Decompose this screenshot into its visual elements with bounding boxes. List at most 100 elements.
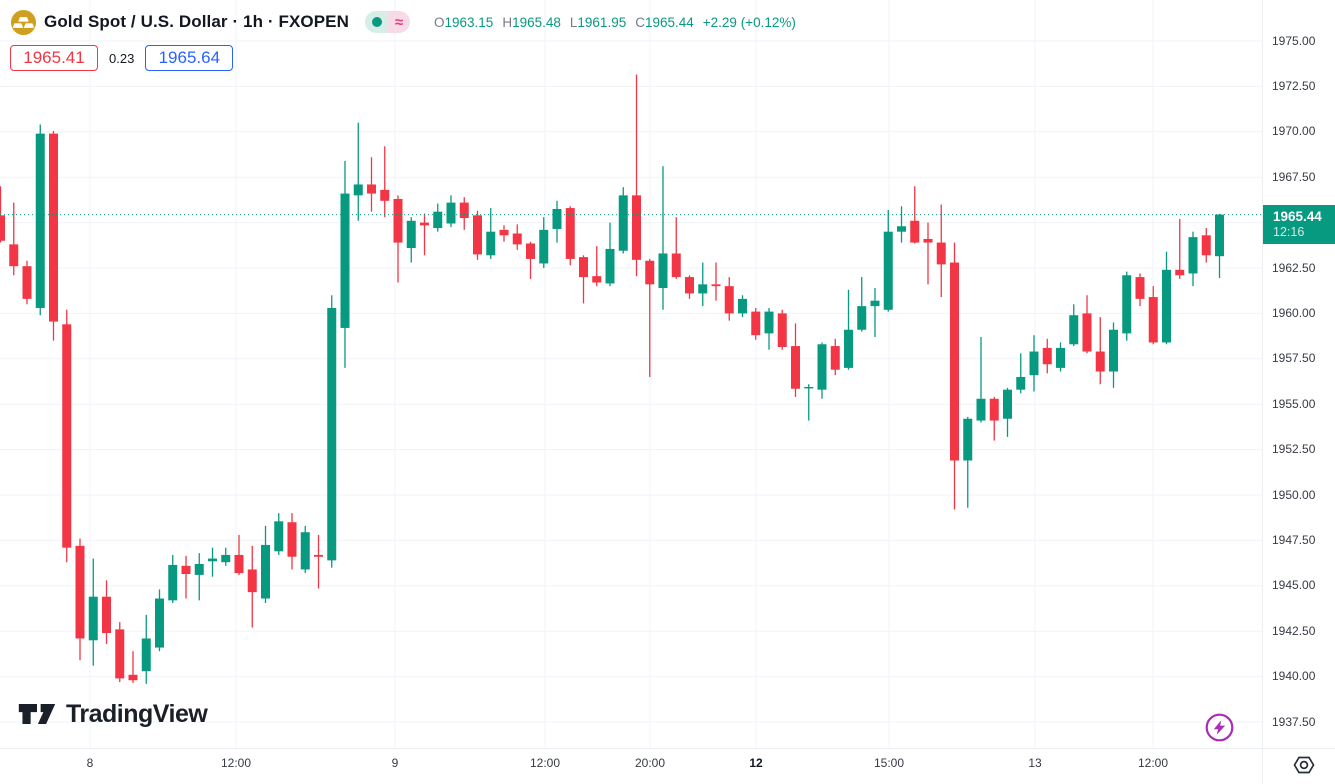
price-axis-label: 1937.50 [1272, 714, 1316, 729]
candle-body [923, 238, 933, 243]
candle-body [963, 418, 973, 461]
candle-body [194, 564, 204, 575]
candle-80 [1042, 338, 1052, 374]
candle-body [22, 266, 32, 299]
candle-body [128, 674, 138, 681]
candle-body [1042, 347, 1052, 365]
change-value: +2.29 (+0.12%) [702, 14, 796, 30]
candle-body [897, 226, 906, 232]
candle-body [552, 208, 562, 229]
candle-72 [936, 204, 946, 298]
candle-52 [671, 217, 681, 279]
symbol-title[interactable]: Gold Spot / U.S. Dollar · 1h · FXOPEN [44, 12, 349, 31]
candle-47 [605, 222, 615, 287]
candle-67 [870, 287, 880, 338]
price-axis-label: 1942.50 [1272, 623, 1316, 638]
candle-body [1029, 351, 1039, 376]
candle-body [420, 222, 429, 226]
candle-body [1056, 347, 1065, 368]
candle-body [0, 215, 5, 241]
tradingview-logo[interactable]: TradingView [17, 699, 208, 729]
boost-button[interactable] [1204, 712, 1235, 743]
candle-10 [115, 622, 125, 683]
candle-body [1069, 315, 1079, 345]
candle-body [473, 215, 482, 255]
buy-ask-button[interactable]: 1965.64 [145, 45, 234, 71]
market-open-dot-icon [365, 11, 388, 33]
candle-body [340, 193, 350, 328]
candle-42 [539, 217, 549, 268]
time-axis-label: 9 [391, 756, 399, 770]
candle-87 [1135, 273, 1145, 307]
candle-58 [751, 307, 761, 340]
candle-13 [155, 589, 164, 652]
candle-43 [552, 200, 562, 243]
candle-body [1148, 297, 1158, 343]
price-axis-label: 1975.00 [1272, 33, 1316, 48]
candle-body [1201, 235, 1211, 256]
candle-body [698, 284, 708, 294]
time-axis[interactable]: 8 12:00 9 12:00 20:00 12 15:00 13 12:00 [0, 748, 1262, 784]
high-label: H [502, 14, 513, 30]
sell-bid-button[interactable]: 1965.41 [10, 45, 98, 71]
candle-32 [406, 217, 416, 263]
candle-84 [1095, 317, 1105, 385]
candle-body [565, 208, 575, 259]
candle-37 [473, 210, 482, 260]
candle-body [844, 329, 853, 368]
open-label: O [434, 14, 445, 30]
candle-2 [9, 202, 19, 276]
candle-19 [234, 534, 244, 575]
candle-body [393, 198, 403, 243]
candle-body [632, 195, 641, 260]
candle-body [234, 554, 244, 574]
candle-57 [738, 295, 747, 318]
candle-81 [1056, 342, 1065, 372]
candle-body [605, 248, 615, 284]
candle-64 [830, 338, 840, 376]
low-value: 1961.95 [577, 14, 627, 30]
candle-62 [804, 384, 814, 421]
price-axis-label: 1970.00 [1272, 124, 1316, 139]
candle-body [671, 253, 681, 278]
candle-body [168, 564, 178, 601]
candle-61 [791, 323, 800, 397]
candle-59 [764, 307, 774, 350]
candle-89 [1162, 251, 1171, 345]
close-label: C [635, 14, 645, 30]
candle-body [950, 262, 959, 461]
tradingview-logo-icon [18, 704, 56, 724]
price-axis-label: 1957.50 [1272, 351, 1316, 366]
candle-body [777, 313, 787, 347]
candle-5 [49, 130, 58, 341]
candle-16 [194, 553, 204, 601]
candle-body [274, 521, 284, 552]
tradingview-wordmark: TradingView [66, 699, 208, 728]
candle-body [406, 220, 416, 249]
candle-14 [168, 554, 178, 604]
candle-body [685, 277, 694, 294]
time-axis-label: 13 [1028, 756, 1042, 770]
market-status-pill[interactable]: ≈ [365, 11, 410, 33]
price-axis-label: 1950.00 [1272, 487, 1316, 502]
candle-25 [314, 534, 323, 589]
candle-body [1016, 376, 1026, 390]
candle-31 [393, 195, 403, 283]
price-axis-label: 1972.50 [1272, 78, 1316, 93]
candle-body [1162, 269, 1171, 343]
time-axis-label: 12:00 [529, 756, 561, 770]
candle-30 [380, 146, 390, 218]
candle-body [910, 220, 920, 243]
axis-settings-button[interactable] [1291, 752, 1317, 778]
candle-36 [459, 197, 469, 230]
candle-body [857, 306, 867, 330]
price-axis[interactable]: 1975.001972.501970.001967.501965.001962.… [1263, 0, 1335, 748]
candle-body [155, 598, 164, 648]
candle-71 [923, 222, 933, 285]
candle-body [791, 346, 800, 389]
price-axis-label: 1945.00 [1272, 578, 1316, 593]
candle-75 [976, 337, 986, 423]
candle-body [711, 284, 721, 287]
